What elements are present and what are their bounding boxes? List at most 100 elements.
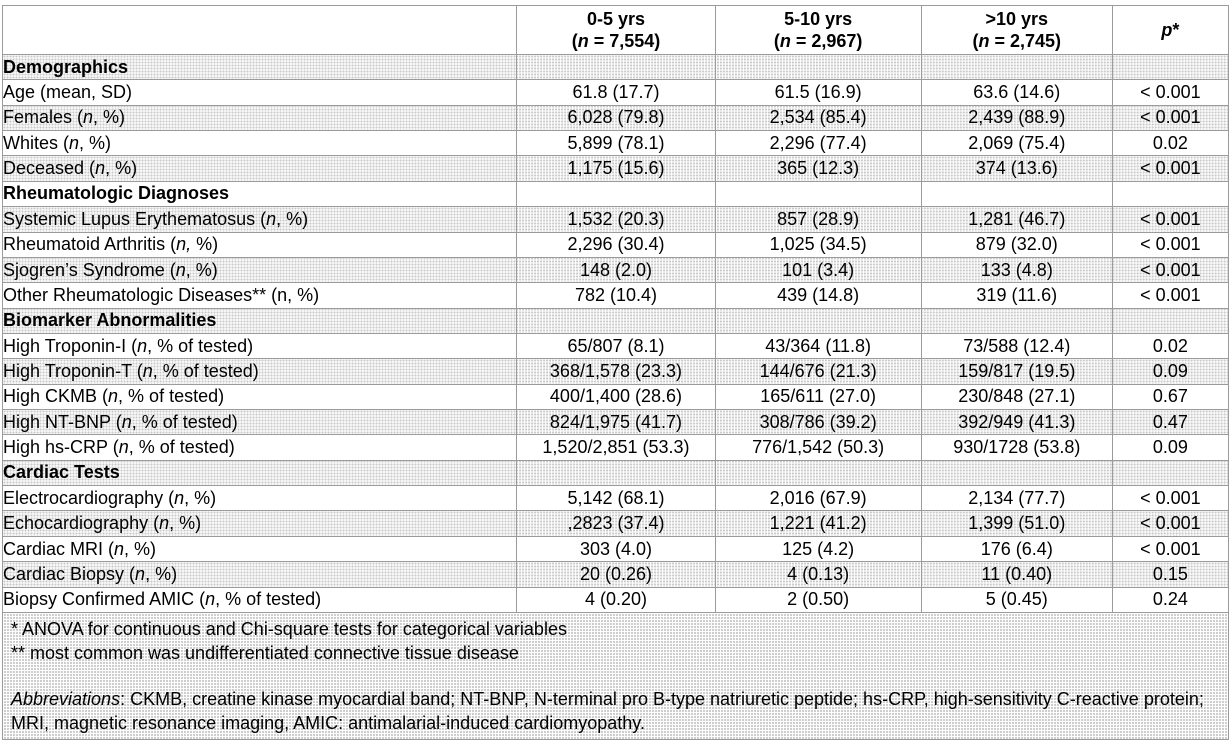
value-cell: 5,899 (78.1) [516, 130, 716, 157]
empty-cell [920, 53, 1113, 81]
value-cell: 308/786 (39.2) [714, 409, 922, 436]
value-cell: 20 (0.26) [516, 561, 716, 588]
value-cell: 63.6 (14.6) [920, 79, 1113, 106]
value-cell: 159/817 (19.5) [920, 358, 1113, 385]
value-cell: 1,532 (20.3) [516, 206, 716, 233]
p-value-cell: < 0.001 [1111, 79, 1230, 106]
value-cell: 2,134 (77.7) [920, 485, 1113, 512]
table-row: High CKMB (n, % of tested) 400/1,400 (28.… [1, 383, 1230, 411]
row-label: Cardiac Biopsy (n, %) [1, 561, 518, 588]
empty-cell [714, 307, 922, 334]
table-row: Sjogren’s Syndrome (n, %) 148 (2.0) 101 (3… [1, 256, 1230, 284]
header-blank-cell [1, 5, 518, 55]
row-label: Age (mean, SD) [1, 79, 518, 106]
value-cell: 392/949 (41.3) [920, 409, 1113, 436]
table-row: Rheumatoid Arthritis (n, %) 2,296 (30.4) 1… [1, 231, 1230, 258]
col-header-n: (n = 7,554) [571, 31, 661, 51]
value-cell: 133 (4.8) [920, 256, 1113, 284]
p-value-cell: < 0.001 [1111, 510, 1230, 537]
p-value-cell: < 0.001 [1111, 485, 1230, 512]
empty-cell [920, 180, 1113, 208]
value-cell: 930/1728 (53.8) [920, 434, 1113, 461]
value-cell: 43/364 (11.8) [714, 332, 922, 360]
p-value-cell: 0.24 [1111, 586, 1230, 614]
table-page: 0-5 yrs (n = 7,554) 5-10 yrs (n = 2,967)… [1, 5, 1230, 740]
value-cell: 230/848 (27.1) [920, 383, 1113, 411]
value-cell: 857 (28.9) [714, 206, 922, 233]
empty-cell [920, 307, 1113, 334]
row-label: Other Rheumatologic Diseases** (n, %) [1, 282, 518, 309]
value-cell: 303 (4.0) [516, 535, 716, 563]
col-header-n: (n = 2,745) [972, 31, 1062, 51]
row-label: Whites (n, %) [1, 130, 518, 157]
header-col-0-5yrs: 0-5 yrs (n = 7,554) [516, 5, 716, 55]
row-label: High hs-CRP (n, % of tested) [1, 434, 518, 461]
p-value-cell: 0.02 [1111, 332, 1230, 360]
value-cell: 879 (32.0) [920, 231, 1113, 258]
value-cell: 165/611 (27.0) [714, 383, 922, 411]
value-cell: 5,142 (68.1) [516, 485, 716, 512]
col-header-range: >10 yrs [985, 9, 1049, 29]
table-row: Cardiac MRI (n, %) 303 (4.0) 125 (4.2) 176 … [1, 535, 1230, 563]
p-value-cell: 0.02 [1111, 130, 1230, 157]
value-cell: 2,069 (75.4) [920, 130, 1113, 157]
row-label: Echocardiography (n, %) [1, 510, 518, 537]
value-cell: 148 (2.0) [516, 256, 716, 284]
section-title: Cardiac Tests [1, 459, 518, 487]
value-cell: 5 (0.45) [920, 586, 1113, 614]
value-cell: 4 (0.13) [714, 561, 922, 588]
empty-cell [1111, 53, 1230, 81]
section-row: Demographics [1, 53, 1230, 81]
table-row: Electrocardiography (n, %) 5,142 (68.1) 2,… [1, 485, 1230, 512]
value-cell: 2,534 (85.4) [714, 104, 922, 132]
row-label: Biopsy Confirmed AMIC (n, % of tested) [1, 586, 518, 614]
empty-cell [1111, 307, 1230, 334]
value-cell: 2,439 (88.9) [920, 104, 1113, 132]
value-cell: 776/1,542 (50.3) [714, 434, 922, 461]
value-cell: 1,281 (46.7) [920, 206, 1113, 233]
table-row: Cardiac Biopsy (n, %) 20 (0.26) 4 (0.13) 11… [1, 561, 1230, 588]
empty-cell [920, 459, 1113, 487]
value-cell: 1,221 (41.2) [714, 510, 922, 537]
value-cell: 11 (0.40) [920, 561, 1113, 588]
value-cell: 1,025 (34.5) [714, 231, 922, 258]
p-value-cell: 0.09 [1111, 434, 1230, 461]
row-label: Sjogren’s Syndrome (n, %) [1, 256, 518, 284]
value-cell: 4 (0.20) [516, 586, 716, 614]
section-title: Rheumatologic Diagnoses [1, 180, 518, 208]
footnote-other-diseases: ** most common was undifferentiated conn… [11, 643, 519, 663]
table-row: Females (n, %) 6,028 (79.8) 2,534 (85.4) 2,… [1, 104, 1230, 132]
p-value-cell: 0.09 [1111, 358, 1230, 385]
footnote-anova: * ANOVA for continuous and Chi-square te… [11, 619, 567, 639]
value-cell: 400/1,400 (28.6) [516, 383, 716, 411]
table-row: Age (mean, SD) 61.8 (17.7) 61.5 (16.9) 63.6… [1, 79, 1230, 106]
table-row: Deceased (n, %) 1,175 (15.6) 365 (12.3) 374… [1, 155, 1230, 182]
value-cell: 101 (3.4) [714, 256, 922, 284]
value-cell: 365 (12.3) [714, 155, 922, 182]
p-value-cell: 0.67 [1111, 383, 1230, 411]
header-col-pvalue: p* [1111, 5, 1230, 55]
value-cell: 176 (6.4) [920, 535, 1113, 563]
section-title: Demographics [1, 53, 518, 81]
value-cell: 2,296 (77.4) [714, 130, 922, 157]
p-value-cell: < 0.001 [1111, 282, 1230, 309]
table-row: Systemic Lupus Erythematosus (n, %) 1,532… [1, 206, 1230, 233]
header-row: 0-5 yrs (n = 7,554) 5-10 yrs (n = 2,967)… [1, 5, 1230, 55]
footnote-abbreviations: Abbreviations: CKMB, creatine kinase myo… [11, 689, 1204, 733]
empty-cell [714, 53, 922, 81]
footnote-spacer [11, 665, 1218, 687]
p-value-cell: < 0.001 [1111, 155, 1230, 182]
empty-cell [516, 180, 716, 208]
col-header-n: (n = 2,967) [773, 31, 863, 51]
cohort-summary-table: 0-5 yrs (n = 7,554) 5-10 yrs (n = 2,967)… [1, 5, 1230, 740]
table-row: Echocardiography (n, %) ,2823 (37.4) 1,221… [1, 510, 1230, 537]
empty-cell [516, 459, 716, 487]
table-row: Biopsy Confirmed AMIC (n, % of tested) 4 … [1, 586, 1230, 614]
table-body: Demographics Age (mean, SD) 61.8 (17.7) 61.… [1, 53, 1230, 614]
row-label: High Troponin-T (n, % of tested) [1, 358, 518, 385]
value-cell: 73/588 (12.4) [920, 332, 1113, 360]
table-row: High hs-CRP (n, % of tested) 1,520/2,851 … [1, 434, 1230, 461]
table-footer: * ANOVA for continuous and Chi-square te… [2, 612, 1229, 740]
value-cell: 1,399 (51.0) [920, 510, 1113, 537]
row-label: Deceased (n, %) [1, 155, 518, 182]
